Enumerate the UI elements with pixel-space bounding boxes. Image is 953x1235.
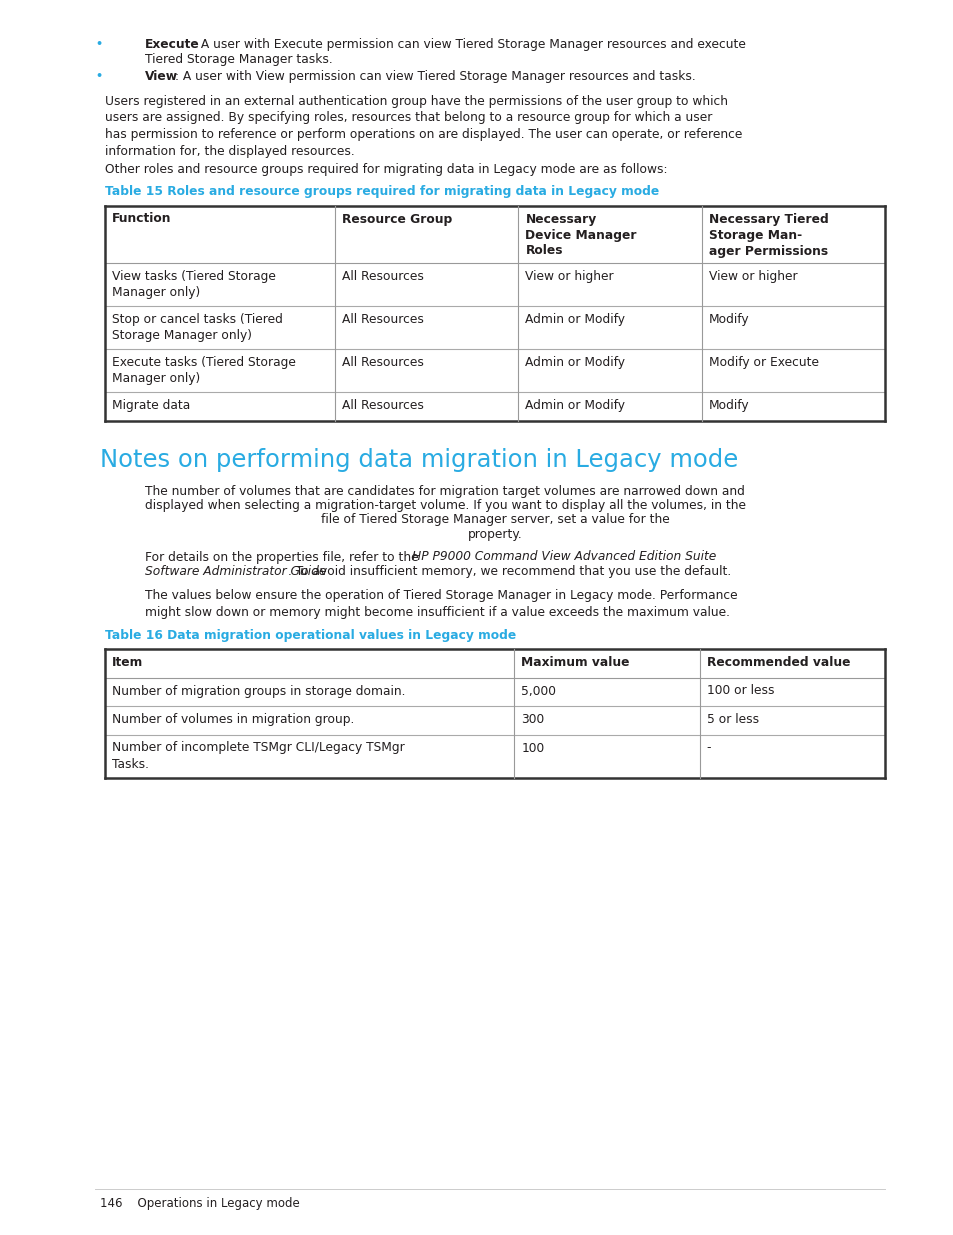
Text: Modify or Execute: Modify or Execute xyxy=(708,356,818,369)
Bar xyxy=(105,678,884,706)
Text: Users registered in an external authentication group have the permissions of the: Users registered in an external authenti… xyxy=(105,95,741,158)
Text: Tiered Storage Manager tasks.: Tiered Storage Manager tasks. xyxy=(145,53,333,65)
Text: Number of migration groups in storage domain.: Number of migration groups in storage do… xyxy=(112,684,405,698)
Text: -: - xyxy=(706,741,711,755)
Text: 300: 300 xyxy=(521,713,544,726)
Bar xyxy=(105,205,884,263)
Text: 5,000: 5,000 xyxy=(521,684,556,698)
Text: 100 or less: 100 or less xyxy=(706,684,774,698)
Text: property.: property. xyxy=(467,529,522,541)
Text: 146    Operations in Legacy mode: 146 Operations in Legacy mode xyxy=(100,1197,299,1210)
Text: Modify: Modify xyxy=(708,312,748,326)
Bar xyxy=(105,306,884,350)
Text: Maximum value: Maximum value xyxy=(521,656,629,669)
Text: : A user with View permission can view Tiered Storage Manager resources and task: : A user with View permission can view T… xyxy=(174,70,695,83)
Text: View or higher: View or higher xyxy=(708,270,797,283)
Text: The number of volumes that are candidates for migration target volumes are narro: The number of volumes that are candidate… xyxy=(145,484,744,498)
Text: Execute: Execute xyxy=(145,38,199,51)
Text: All Resources: All Resources xyxy=(342,356,423,369)
Text: Admin or Modify: Admin or Modify xyxy=(525,312,625,326)
Text: Other roles and resource groups required for migrating data in Legacy mode are a: Other roles and resource groups required… xyxy=(105,163,667,175)
Text: file of Tiered Storage Manager server, set a value for the: file of Tiered Storage Manager server, s… xyxy=(320,514,669,526)
Text: Migrate data: Migrate data xyxy=(112,399,190,412)
Text: View tasks (Tiered Storage
Manager only): View tasks (Tiered Storage Manager only) xyxy=(112,270,275,299)
Text: HP P9000 Command View Advanced Edition Suite: HP P9000 Command View Advanced Edition S… xyxy=(412,551,716,563)
Text: Resource Group: Resource Group xyxy=(342,212,452,226)
Text: Execute tasks (Tiered Storage
Manager only): Execute tasks (Tiered Storage Manager on… xyxy=(112,356,295,385)
Text: View: View xyxy=(145,70,178,83)
Text: Admin or Modify: Admin or Modify xyxy=(525,356,625,369)
Text: Necessary Tiered
Storage Man-
ager Permissions: Necessary Tiered Storage Man- ager Permi… xyxy=(708,212,827,258)
Text: Table 16 Data migration operational values in Legacy mode: Table 16 Data migration operational valu… xyxy=(105,629,516,641)
Text: For details on the properties file, refer to the: For details on the properties file, refe… xyxy=(145,551,422,563)
Bar xyxy=(105,350,884,391)
Text: displayed when selecting a migration-target volume. If you want to display all t: displayed when selecting a migration-tar… xyxy=(145,499,745,513)
Bar xyxy=(105,706,884,735)
Text: Admin or Modify: Admin or Modify xyxy=(525,399,625,412)
Bar xyxy=(105,263,884,306)
Text: All Resources: All Resources xyxy=(342,312,423,326)
Text: •: • xyxy=(95,70,102,82)
Text: 5 or less: 5 or less xyxy=(706,713,758,726)
Text: Notes on performing data migration in Legacy mode: Notes on performing data migration in Le… xyxy=(100,448,738,473)
Text: View or higher: View or higher xyxy=(525,270,614,283)
Text: Modify: Modify xyxy=(708,399,748,412)
Text: Recommended value: Recommended value xyxy=(706,656,849,669)
Text: Stop or cancel tasks (Tiered
Storage Manager only): Stop or cancel tasks (Tiered Storage Man… xyxy=(112,312,283,342)
Text: •: • xyxy=(95,40,102,49)
Text: Number of volumes in migration group.: Number of volumes in migration group. xyxy=(112,713,354,726)
Text: : A user with Execute permission can view Tiered Storage Manager resources and e: : A user with Execute permission can vie… xyxy=(193,38,745,51)
Text: Table 15 Roles and resource groups required for migrating data in Legacy mode: Table 15 Roles and resource groups requi… xyxy=(105,185,659,198)
Text: 100: 100 xyxy=(521,741,544,755)
Text: Number of incomplete TSMgr CLI/Legacy TSMgr
Tasks.: Number of incomplete TSMgr CLI/Legacy TS… xyxy=(112,741,404,771)
Bar xyxy=(105,735,884,778)
Bar xyxy=(105,650,884,678)
Bar xyxy=(105,391,884,420)
Text: The values below ensure the operation of Tiered Storage Manager in Legacy mode. : The values below ensure the operation of… xyxy=(145,589,737,619)
Text: Function: Function xyxy=(112,212,172,226)
Text: All Resources: All Resources xyxy=(342,399,423,412)
Text: . To avoid insufficient memory, we recommend that you use the default.: . To avoid insufficient memory, we recom… xyxy=(288,564,730,578)
Text: All Resources: All Resources xyxy=(342,270,423,283)
Text: Item: Item xyxy=(112,656,143,669)
Text: Necessary
Device Manager
Roles: Necessary Device Manager Roles xyxy=(525,212,637,258)
Text: Software Administrator Guide: Software Administrator Guide xyxy=(145,564,326,578)
